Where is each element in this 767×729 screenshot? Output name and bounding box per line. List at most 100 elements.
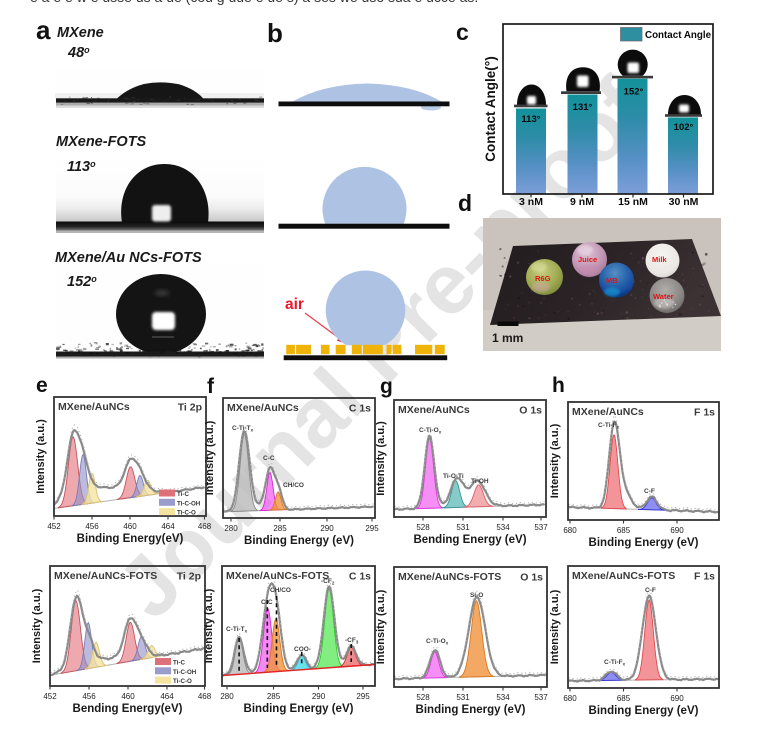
svg-text:Intensity (a.u.): Intensity (a.u.) [549,423,561,498]
svg-text:690: 690 [670,694,684,703]
svg-text:Contact Angle(°): Contact Angle(°) [483,56,498,161]
svg-text:Water: Water [653,292,674,301]
svg-text:152o: 152o [67,274,97,290]
svg-text:O 1s: O 1s [520,572,543,584]
svg-text:MXene: MXene [57,25,104,41]
svg-text:464: 464 [161,522,175,531]
svg-text:9 nM: 9 nM [570,196,594,208]
svg-text:C-Ti-Tx: C-Ti-Tx [232,425,254,433]
svg-text:Ti 2p: Ti 2p [178,402,202,414]
svg-text:537: 537 [534,693,548,702]
svg-text:Ti 2p: Ti 2p [177,571,201,583]
svg-text:e a e e w e usse us a u: e a e e w e usse us a ue (cou g uue e ue… [30,0,478,5]
svg-text:c: c [456,19,469,45]
svg-text:C-C: C-C [261,599,273,606]
svg-text:534: 534 [496,693,510,702]
svg-text:Bending Energy (eV): Bending Energy (eV) [413,534,526,546]
svg-text:534: 534 [496,523,510,532]
svg-text:280: 280 [220,692,234,701]
svg-text:680: 680 [563,526,577,535]
svg-text:C-Ti-Ox: C-Ti-Ox [419,427,442,435]
svg-text:C-Ti-Fx: C-Ti-Fx [604,659,626,667]
svg-text:CH/CO: CH/CO [270,587,291,594]
svg-text:Intensity (a.u.): Intensity (a.u.) [203,588,215,663]
svg-text:456: 456 [82,692,96,701]
svg-text:C 1s: C 1s [349,403,371,415]
svg-text:MXene/AuNCs-FOTS: MXene/AuNCs-FOTS [226,570,329,582]
svg-text:531: 531 [456,693,470,702]
svg-text:280: 280 [224,524,238,533]
svg-text:Intensity (a.u.): Intensity (a.u.) [375,589,387,664]
svg-text:C-C: C-C [263,455,275,462]
svg-text:Ti-C: Ti-C [173,660,185,667]
svg-text:Juice: Juice [578,255,597,264]
svg-text:MXene/AuNCs: MXene/AuNCs [398,404,470,416]
svg-text:Ti-C-O: Ti-C-O [173,678,192,685]
svg-text:MXene/AuNCs-FOTS: MXene/AuNCs-FOTS [54,570,157,582]
svg-text:F 1s: F 1s [694,407,715,419]
svg-text:C-Ti-Fx: C-Ti-Fx [598,422,620,430]
svg-text:f: f [207,375,215,398]
svg-text:Bending Energy(eV): Bending Energy(eV) [73,703,183,715]
svg-text:460: 460 [121,692,135,701]
svg-text:Binding Energy (eV): Binding Energy (eV) [589,705,699,717]
svg-text:h: h [552,374,565,397]
svg-text:Ti-C-OH: Ti-C-OH [173,669,197,676]
svg-text:C-F: C-F [645,587,656,594]
svg-text:456: 456 [85,522,99,531]
svg-text:MXene/AuNCs: MXene/AuNCs [227,402,299,414]
svg-text:-CF3: -CF3 [345,637,359,645]
svg-text:452: 452 [43,692,57,701]
svg-text:290: 290 [320,524,334,533]
svg-text:537: 537 [534,523,548,532]
svg-text:Ti-O-Ti: Ti-O-Ti [443,473,464,480]
svg-text:Intensity (a.u.): Intensity (a.u.) [549,589,561,664]
svg-text:295: 295 [356,692,370,701]
svg-text:Intensity (a.u.): Intensity (a.u.) [375,421,387,496]
svg-text:131°: 131° [573,102,593,113]
svg-text:Binding Energy (eV): Binding Energy (eV) [244,535,354,547]
svg-text:air: air [285,296,304,313]
svg-text:113o: 113o [67,159,96,175]
svg-text:290: 290 [312,692,326,701]
svg-text:e: e [36,374,48,397]
svg-text:-CF2: -CF2 [321,578,335,586]
svg-text:468: 468 [198,692,212,701]
svg-text:R6G: R6G [535,274,551,283]
svg-text:528: 528 [416,523,430,532]
svg-text:Intensity (a.u.): Intensity (a.u.) [31,588,43,663]
svg-text:g: g [380,375,393,398]
svg-text:C-Ti-Tx: C-Ti-Tx [226,626,248,634]
svg-text:685: 685 [617,694,631,703]
svg-text:680: 680 [563,694,577,703]
svg-text:Si-O: Si-O [470,592,483,599]
svg-text:460: 460 [123,522,137,531]
svg-text:Intensity (a.u.): Intensity (a.u.) [35,419,47,494]
svg-text:Binding Energy(eV): Binding Energy(eV) [77,533,184,545]
svg-text:48o: 48o [67,45,90,61]
svg-text:3 nM: 3 nM [519,196,543,208]
svg-text:MXene/AuNCs: MXene/AuNCs [572,406,644,418]
svg-text:Milk: Milk [652,255,667,264]
svg-text:Binding Energy (eV): Binding Energy (eV) [244,703,354,715]
svg-text:d: d [458,190,472,216]
svg-text:102°: 102° [674,122,694,133]
svg-text:F 1s: F 1s [694,571,715,583]
svg-text:452: 452 [47,522,61,531]
svg-text:COO-: COO- [294,646,311,653]
svg-text:Ti-C-O: Ti-C-O [177,510,196,517]
svg-text:MB: MB [606,276,618,285]
svg-text:685: 685 [617,526,631,535]
svg-text:Intensity (a.u.): Intensity (a.u.) [204,420,216,495]
svg-text:15 nM: 15 nM [618,196,648,208]
svg-text:531: 531 [456,523,470,532]
svg-text:Ti-OH: Ti-OH [471,478,489,485]
svg-text:C-Ti-Ox: C-Ti-Ox [426,638,449,646]
svg-text:528: 528 [416,693,430,702]
svg-text:468: 468 [198,522,212,531]
svg-text:C-F: C-F [644,488,655,495]
svg-text:MXene/AuNCs: MXene/AuNCs [58,401,130,413]
svg-text:30 nM: 30 nM [669,196,699,208]
svg-text:b: b [267,18,283,48]
svg-text:Contact Angle: Contact Angle [645,30,712,41]
